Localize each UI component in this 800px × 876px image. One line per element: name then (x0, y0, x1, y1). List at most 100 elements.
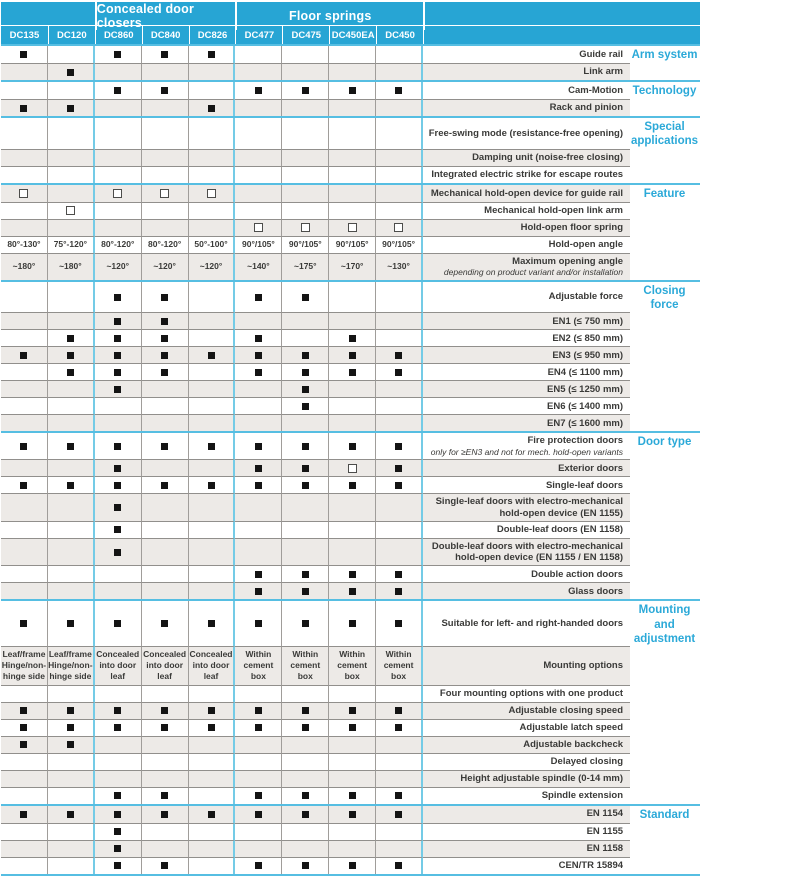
section-category-cell (630, 459, 700, 477)
matrix-cell-dc450 (376, 46, 424, 63)
matrix-cell-dc840 (142, 281, 189, 313)
filled-square-icon (348, 862, 356, 870)
row-label-cell: Free-swing mode (resistance-free opening… (423, 118, 630, 149)
cell-text: ~140° (247, 261, 270, 272)
matrix-cell-dc450 (376, 312, 424, 330)
matrix-cell-dc826 (188, 459, 236, 477)
matrix-cell-dc450 (376, 582, 424, 600)
matrix-cell-dc477 (235, 565, 283, 583)
row-label-cell: Cam-Motion (423, 82, 630, 99)
column-header-dc477: DC477 (235, 26, 282, 44)
matrix-cell-dc450 (376, 856, 424, 874)
matrix-cell-dc120 (48, 46, 95, 63)
matrix-cell-dc826 (188, 769, 236, 787)
matrix-cell-dc840 (141, 537, 189, 566)
matrix-cell-dc860 (95, 118, 142, 149)
cell-text: Leaf/frame Hinge/non-hinge side (48, 649, 93, 682)
filled-square-icon (301, 707, 309, 715)
section-category-cell (630, 786, 700, 804)
filled-square-icon (114, 792, 122, 800)
matrix-cell-dc135 (1, 414, 48, 432)
matrix-cell-dc826 (188, 165, 236, 183)
matrix-cell-dc135 (1, 805, 48, 823)
matrix-cell-dc860 (94, 312, 142, 330)
matrix-cell-dc450ea (329, 537, 377, 566)
matrix-cell-dc477 (235, 380, 283, 398)
filled-square-icon (161, 442, 169, 450)
matrix-cell-dc860 (95, 46, 142, 63)
matrix-cell-dc450ea (329, 684, 377, 702)
filled-square-icon (348, 334, 356, 342)
cell-text: 50°-100° (194, 239, 228, 250)
matrix-cell-dc120 (47, 701, 95, 719)
matrix-cell-dc450ea (329, 99, 377, 116)
matrix-cell-dc477 (235, 735, 283, 753)
table-header: Concealed door closers Floor springs DC13… (1, 2, 700, 44)
matrix-cell-dc450ea (329, 433, 377, 460)
table-row: Mechanical hold-open link arm (1, 201, 700, 219)
filled-square-icon (254, 334, 262, 342)
matrix-cell-dc450 (376, 822, 424, 840)
filled-square-icon (161, 481, 169, 489)
matrix-cell-dc120 (47, 148, 95, 166)
filled-square-icon (161, 87, 169, 94)
filled-square-icon (301, 620, 309, 628)
matrix-cell-dc826 (188, 397, 236, 415)
filled-square-icon (254, 620, 262, 628)
matrix-cell-dc826 (188, 822, 236, 840)
matrix-cell-dc477 (235, 82, 283, 99)
matrix-cell-dc475 (282, 537, 330, 566)
table-row: Mechanical hold-open device for guide ra… (1, 182, 700, 202)
row-label: Hold-open angle (548, 239, 624, 251)
filled-square-icon (207, 724, 215, 732)
matrix-cell-dc135 (1, 281, 48, 313)
matrix-cell-dc135 (1, 520, 48, 538)
matrix-cell-dc477 (235, 839, 283, 857)
matrix-cell-dc475 (282, 363, 330, 381)
row-label: Double action doors (531, 568, 624, 580)
matrix-cell-dc477 (235, 476, 283, 494)
section-category-cell (630, 201, 700, 219)
column-header-dc475: DC475 (282, 26, 329, 44)
matrix-cell-dc826 (188, 805, 236, 823)
row-label: Guide rail (579, 48, 624, 60)
matrix-cell-dc860 (94, 752, 142, 770)
row-label: Exterior doors (558, 462, 624, 474)
matrix-cell-dc860: Concealed into door leaf (94, 646, 142, 685)
table-row: Single-leaf doors (1, 476, 700, 494)
column-group-header-floor-springs: Floor springs (235, 2, 423, 30)
matrix-cell-dc860 (94, 520, 142, 538)
section-category-cell (630, 218, 700, 236)
matrix-cell-dc120 (47, 718, 95, 736)
matrix-cell-dc450ea (329, 601, 377, 647)
matrix-cell-dc120 (47, 363, 95, 381)
row-label-cell: EN4 (≤ 1100 mm) (423, 363, 631, 380)
matrix-cell-dc840 (141, 822, 189, 840)
matrix-cell-dc840 (141, 218, 189, 236)
matrix-cell-dc860 (95, 601, 142, 647)
matrix-cell-dc135 (1, 701, 48, 719)
matrix-cell-dc450ea (329, 565, 377, 583)
table-body: Guide rail Arm system Link arm Cam-Motion Te… (1, 44, 700, 876)
matrix-cell-dc477 (235, 184, 283, 202)
section-category-cell: Closing force (630, 281, 700, 313)
section-category-cell: Door type (630, 433, 700, 460)
matrix-cell-dc450ea (329, 184, 377, 202)
filled-square-icon (395, 351, 403, 359)
matrix-cell-dc477 (235, 752, 283, 770)
matrix-cell-dc475 (282, 63, 330, 80)
filled-square-icon (114, 464, 122, 472)
filled-square-icon (114, 548, 122, 556)
cell-text: ~180° (12, 261, 36, 272)
table-row: Height adjustable spindle (0-14 mm) (1, 769, 700, 787)
matrix-cell-dc840 (141, 99, 189, 116)
matrix-cell-dc477 (235, 805, 283, 823)
matrix-cell-dc475 (282, 201, 330, 219)
filled-square-icon (114, 87, 122, 94)
matrix-cell-dc840 (141, 701, 189, 719)
table-row: Rack and pinion (1, 99, 700, 116)
hollow-square-icon (253, 223, 263, 233)
filled-square-icon (66, 810, 74, 818)
filled-square-icon (301, 481, 309, 489)
filled-square-icon (254, 792, 262, 800)
